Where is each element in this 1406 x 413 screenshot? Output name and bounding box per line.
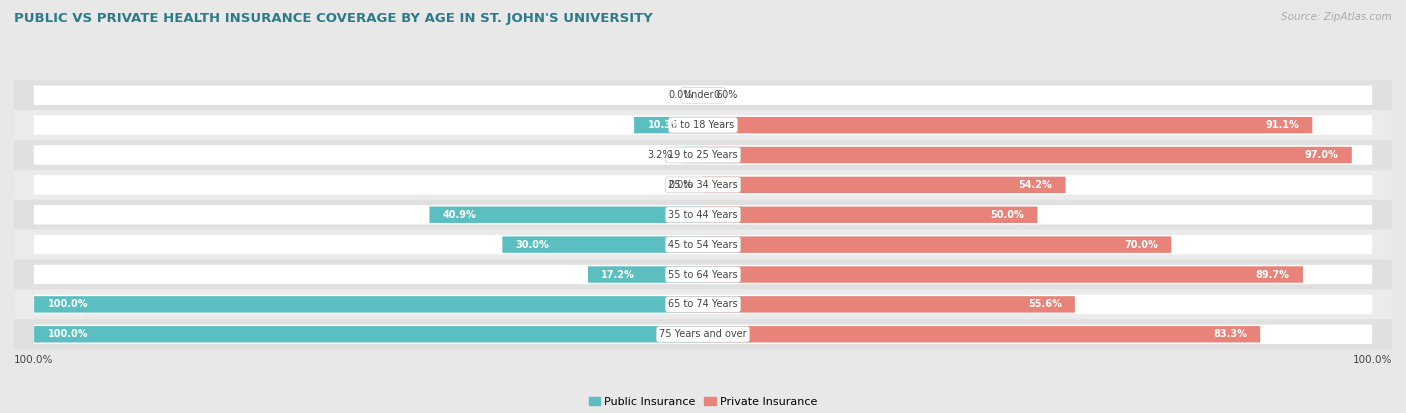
Text: 50.0%: 50.0% — [990, 210, 1024, 220]
Text: 100.0%: 100.0% — [14, 355, 53, 365]
FancyBboxPatch shape — [703, 296, 1076, 313]
Text: 0.0%: 0.0% — [669, 90, 693, 100]
Text: Source: ZipAtlas.com: Source: ZipAtlas.com — [1281, 12, 1392, 22]
FancyBboxPatch shape — [703, 206, 1038, 223]
FancyBboxPatch shape — [14, 110, 1392, 140]
FancyBboxPatch shape — [14, 170, 1392, 200]
FancyBboxPatch shape — [14, 260, 1392, 290]
Text: 25 to 34 Years: 25 to 34 Years — [668, 180, 738, 190]
FancyBboxPatch shape — [703, 147, 1351, 163]
Text: 19 to 25 Years: 19 to 25 Years — [668, 150, 738, 160]
Text: 100.0%: 100.0% — [48, 299, 89, 309]
Text: 91.1%: 91.1% — [1265, 120, 1299, 130]
FancyBboxPatch shape — [14, 319, 1392, 349]
FancyBboxPatch shape — [14, 80, 1392, 110]
Text: 83.3%: 83.3% — [1213, 329, 1247, 339]
FancyBboxPatch shape — [34, 175, 1372, 195]
FancyBboxPatch shape — [34, 205, 1372, 225]
FancyBboxPatch shape — [703, 326, 1260, 342]
Text: 100.0%: 100.0% — [48, 329, 89, 339]
FancyBboxPatch shape — [34, 326, 703, 342]
Text: 70.0%: 70.0% — [1123, 240, 1157, 249]
Text: 0.0%: 0.0% — [669, 180, 693, 190]
Text: 0.0%: 0.0% — [713, 90, 737, 100]
Text: 89.7%: 89.7% — [1256, 270, 1289, 280]
FancyBboxPatch shape — [14, 230, 1392, 260]
FancyBboxPatch shape — [14, 290, 1392, 319]
Legend: Public Insurance, Private Insurance: Public Insurance, Private Insurance — [583, 392, 823, 411]
Text: 40.9%: 40.9% — [443, 210, 477, 220]
Text: 10.3%: 10.3% — [648, 120, 682, 130]
FancyBboxPatch shape — [588, 266, 703, 283]
Text: 54.2%: 54.2% — [1018, 180, 1052, 190]
Text: 100.0%: 100.0% — [1353, 355, 1392, 365]
FancyBboxPatch shape — [34, 235, 1372, 254]
FancyBboxPatch shape — [14, 140, 1392, 170]
Text: PUBLIC VS PRIVATE HEALTH INSURANCE COVERAGE BY AGE IN ST. JOHN'S UNIVERSITY: PUBLIC VS PRIVATE HEALTH INSURANCE COVER… — [14, 12, 652, 25]
FancyBboxPatch shape — [34, 295, 1372, 314]
FancyBboxPatch shape — [429, 206, 703, 223]
FancyBboxPatch shape — [703, 177, 1066, 193]
Text: 55.6%: 55.6% — [1028, 299, 1062, 309]
FancyBboxPatch shape — [34, 325, 1372, 344]
FancyBboxPatch shape — [502, 236, 703, 253]
FancyBboxPatch shape — [703, 117, 1312, 133]
Text: 45 to 54 Years: 45 to 54 Years — [668, 240, 738, 249]
FancyBboxPatch shape — [703, 236, 1171, 253]
Text: 65 to 74 Years: 65 to 74 Years — [668, 299, 738, 309]
FancyBboxPatch shape — [703, 266, 1303, 283]
Text: 6 to 18 Years: 6 to 18 Years — [672, 120, 734, 130]
Text: 97.0%: 97.0% — [1305, 150, 1339, 160]
FancyBboxPatch shape — [34, 115, 1372, 135]
FancyBboxPatch shape — [682, 147, 703, 163]
Text: Under 6: Under 6 — [683, 90, 723, 100]
Text: 75 Years and over: 75 Years and over — [659, 329, 747, 339]
FancyBboxPatch shape — [634, 117, 703, 133]
FancyBboxPatch shape — [14, 200, 1392, 230]
Text: 55 to 64 Years: 55 to 64 Years — [668, 270, 738, 280]
Text: 3.2%: 3.2% — [647, 150, 672, 160]
FancyBboxPatch shape — [34, 145, 1372, 165]
Text: 30.0%: 30.0% — [516, 240, 550, 249]
Text: 17.2%: 17.2% — [602, 270, 636, 280]
Text: 35 to 44 Years: 35 to 44 Years — [668, 210, 738, 220]
FancyBboxPatch shape — [34, 296, 703, 313]
FancyBboxPatch shape — [34, 265, 1372, 284]
FancyBboxPatch shape — [34, 85, 1372, 105]
